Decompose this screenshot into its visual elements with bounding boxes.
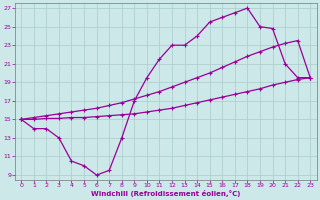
X-axis label: Windchill (Refroidissement éolien,°C): Windchill (Refroidissement éolien,°C) <box>91 190 240 197</box>
